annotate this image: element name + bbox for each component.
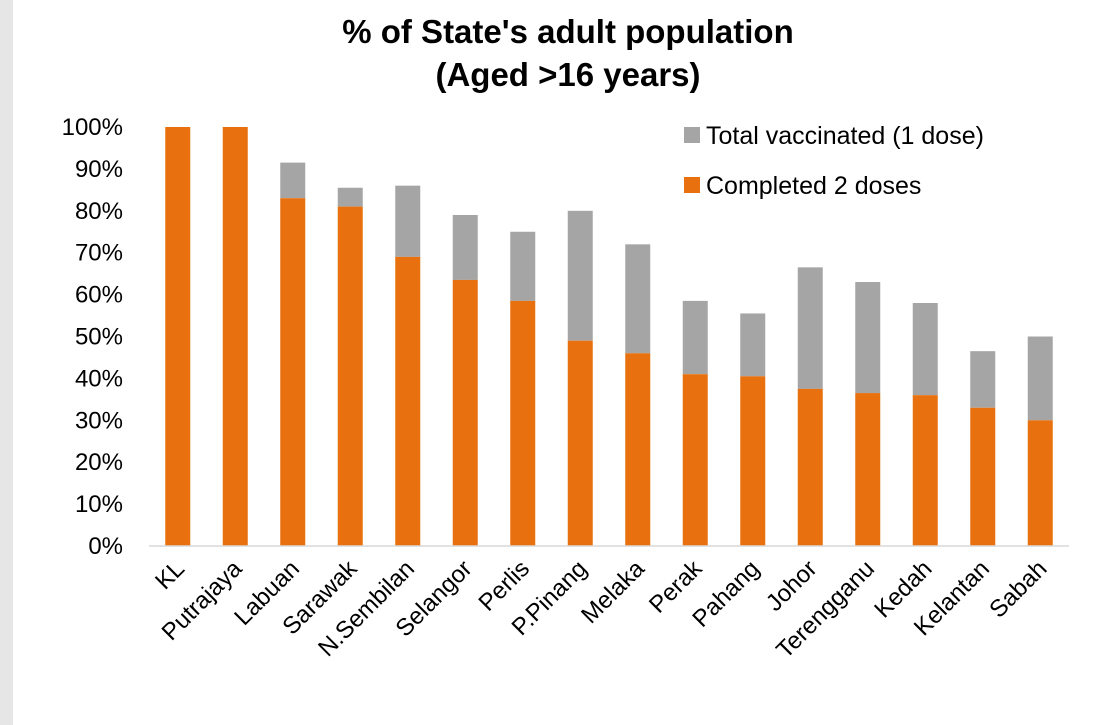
bar-total-vaccinated [682, 300, 708, 375]
y-tick-label: 0% [88, 533, 123, 560]
chart-title-line-2: (Aged >16 years) [435, 56, 700, 93]
bar-completed-2-doses [625, 353, 651, 546]
bar-total-vaccinated [510, 231, 536, 301]
bar-completed-2-doses [970, 407, 996, 546]
bar-total-vaccinated [395, 185, 421, 257]
bar-total-vaccinated [855, 282, 881, 394]
y-tick-label: 30% [75, 407, 123, 434]
legend: Total vaccinated (1 dose) Completed 2 do… [684, 122, 984, 200]
y-tick-label: 80% [75, 198, 123, 225]
y-tick-label: 50% [75, 324, 123, 351]
legend-swatch-completed-2-doses [684, 177, 700, 193]
chart-frame: % of State's adult population (Aged >16 … [13, 0, 1107, 725]
chart-title: % of State's adult population (Aged >16 … [342, 13, 794, 93]
legend-label-completed-2-doses: Completed 2 doses [706, 172, 921, 200]
bar-completed-2-doses [912, 395, 938, 546]
y-tick-label: 40% [75, 365, 123, 392]
bar-completed-2-doses [452, 279, 478, 546]
bar-completed-2-doses [510, 300, 536, 546]
bar-total-vaccinated [337, 187, 363, 207]
bar-total-vaccinated [280, 162, 306, 199]
y-tick-label: 60% [75, 282, 123, 309]
y-tick-label: 10% [75, 491, 123, 518]
x-tick-label: Melaka [576, 555, 650, 629]
x-tick-label: KL [150, 555, 190, 595]
bar-completed-2-doses [165, 127, 191, 546]
bar-completed-2-doses [855, 393, 881, 546]
bar-completed-2-doses [567, 340, 593, 546]
bar-total-vaccinated [912, 302, 938, 396]
bar-completed-2-doses [337, 206, 363, 547]
y-tick-label: 70% [75, 240, 123, 267]
bar-total-vaccinated [567, 210, 593, 341]
bar-completed-2-doses [740, 376, 766, 546]
chart-title-line-1: % of State's adult population [342, 13, 794, 50]
bar-completed-2-doses [682, 374, 708, 546]
x-axis-labels: KLPutrajayaLabuanSarawakN.SembilanSelang… [150, 554, 1052, 663]
bar-total-vaccinated [1027, 336, 1053, 421]
chart-svg: % of State's adult population (Aged >16 … [62, 13, 1069, 664]
bar-total-vaccinated [970, 351, 996, 408]
bar-completed-2-doses [797, 388, 823, 546]
bar-total-vaccinated [452, 214, 478, 280]
y-axis-ticks: 0% 10% 20% 30% 40% 50% 60% 70% 80% 90% 100% [62, 114, 123, 560]
x-tick-label: Sabah [984, 555, 1052, 623]
bar-completed-2-doses [395, 256, 421, 546]
legend-label-total-vaccinated: Total vaccinated (1 dose) [706, 122, 984, 150]
y-tick-label: 90% [75, 156, 123, 183]
bar-completed-2-doses [1027, 420, 1053, 546]
y-tick-label: 20% [75, 449, 123, 476]
bar-total-vaccinated [625, 244, 651, 354]
y-tick-label: 100% [62, 114, 123, 141]
bars-group [165, 127, 1053, 547]
bar-completed-2-doses [280, 198, 306, 547]
bar-total-vaccinated [797, 267, 823, 389]
bar-total-vaccinated [740, 313, 766, 377]
legend-swatch-total-vaccinated [684, 127, 700, 143]
bar-completed-2-doses [222, 127, 248, 546]
